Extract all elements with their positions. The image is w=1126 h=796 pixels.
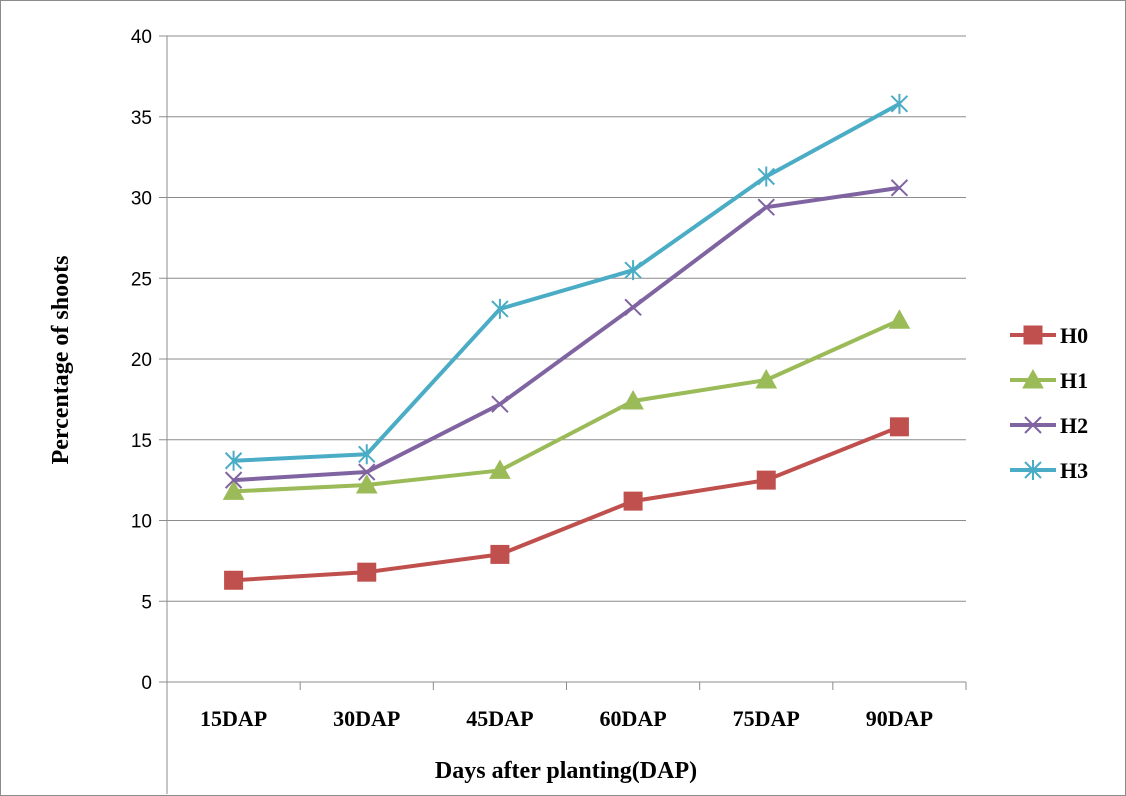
point-marker <box>224 471 243 489</box>
point-marker <box>623 491 643 511</box>
y-tick-label: 30 <box>131 189 152 210</box>
x-tick-labels: 15DAP 30DAP 45DAP 60DAP 75DAP 90DAP <box>200 706 933 731</box>
legend: H0 H1 H2 H3 <box>1010 323 1088 483</box>
x-tick-label: 75DAP <box>733 706 800 731</box>
point-marker <box>490 544 510 564</box>
point-marker <box>624 260 642 281</box>
y-axis-label: Percentage of shoots <box>48 256 74 465</box>
series-line <box>233 424 901 583</box>
point-marker <box>624 298 642 317</box>
legend-label: H2 <box>1060 413 1088 438</box>
x-tick-label: 60DAP <box>599 706 666 731</box>
y-tick-label: 10 <box>131 512 152 533</box>
point-marker <box>489 459 511 479</box>
y-tick-label: 5 <box>141 592 152 613</box>
point-marker <box>890 179 909 197</box>
y-tick-label: 25 <box>131 269 152 290</box>
series-group <box>222 93 911 590</box>
point-marker <box>222 480 245 500</box>
x-tick-label: 15DAP <box>200 706 267 731</box>
series-h0 <box>224 417 909 590</box>
y-tick-labels: 0 5 10 15 20 25 30 35 40 <box>131 27 152 694</box>
point-marker <box>755 368 778 389</box>
point-marker <box>888 309 911 329</box>
x-tick-label: 90DAP <box>866 706 933 731</box>
point-marker <box>358 463 376 481</box>
point-marker <box>224 450 243 471</box>
point-marker <box>491 298 509 319</box>
x-tick-label: 30DAP <box>333 706 400 731</box>
series-line <box>233 102 901 463</box>
series-line <box>233 185 900 483</box>
point-marker <box>622 389 644 410</box>
legend-item-h1: H1 <box>1010 368 1088 393</box>
point-marker <box>1022 368 1044 389</box>
legend-item-h2: H2 <box>1010 413 1088 438</box>
point-marker <box>757 198 775 216</box>
y-tick-label: 35 <box>131 108 152 129</box>
y-tick-label: 0 <box>141 673 152 694</box>
series-h3 <box>224 93 909 471</box>
point-marker <box>889 417 909 437</box>
y-tick-label: 15 <box>131 431 152 452</box>
gridlines <box>159 35 967 794</box>
series-h1 <box>222 309 911 500</box>
legend-item-h3: H3 <box>1010 458 1088 483</box>
series-h2 <box>224 179 909 489</box>
point-marker <box>756 470 776 490</box>
point-marker <box>358 444 376 465</box>
y-tick-label: 20 <box>131 350 152 371</box>
point-marker <box>890 93 909 114</box>
legend-item-h0: H0 <box>1010 323 1088 348</box>
y-tick-label: 40 <box>131 27 152 48</box>
point-marker <box>1024 416 1042 434</box>
point-marker <box>1023 325 1043 345</box>
series-line <box>233 318 901 494</box>
point-marker <box>355 473 378 494</box>
point-marker <box>757 166 775 187</box>
legend-label: H0 <box>1060 323 1088 348</box>
point-marker <box>491 395 509 413</box>
x-axis-label: Days after planting(DAP) <box>435 758 697 784</box>
x-tick-label: 45DAP <box>466 706 533 731</box>
point-marker <box>1024 460 1042 480</box>
legend-label: H1 <box>1060 368 1088 393</box>
point-marker <box>357 562 377 582</box>
point-marker <box>224 570 244 590</box>
legend-label: H3 <box>1060 458 1088 483</box>
